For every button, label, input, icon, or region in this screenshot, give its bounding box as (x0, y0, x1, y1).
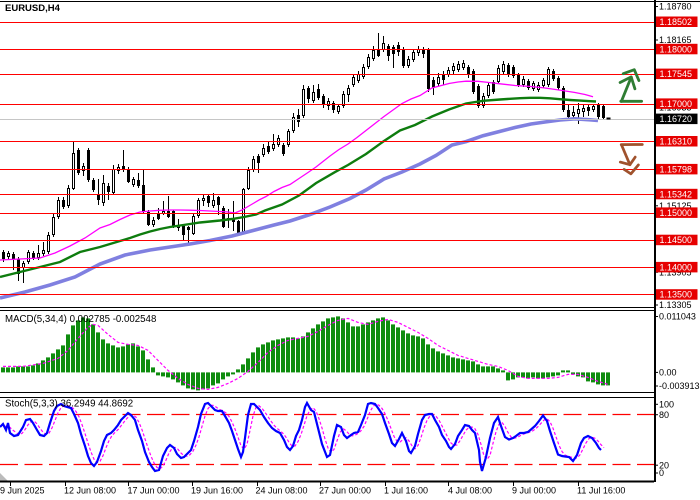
svg-text:20: 20 (659, 460, 669, 470)
svg-text:1.15000: 1.15000 (660, 208, 693, 218)
svg-text:4 Jul 08:00: 4 Jul 08:00 (448, 486, 492, 496)
svg-text:EURUSD,H4: EURUSD,H4 (5, 3, 61, 14)
svg-text:1.18502: 1.18502 (660, 17, 693, 27)
svg-text:9 Jun 2025: 9 Jun 2025 (0, 486, 45, 496)
svg-text:-0.003913: -0.003913 (659, 381, 700, 391)
svg-text:1.14500: 1.14500 (660, 235, 693, 245)
svg-text:19 Jun 16:00: 19 Jun 16:00 (191, 486, 243, 496)
svg-text:1.14000: 1.14000 (660, 262, 693, 272)
svg-text:1.18165: 1.18165 (659, 35, 692, 45)
svg-text:12 Jun 08:00: 12 Jun 08:00 (64, 486, 116, 496)
svg-text:1.16310: 1.16310 (660, 137, 693, 147)
svg-text:1.13305: 1.13305 (659, 300, 692, 310)
svg-text:1.16720: 1.16720 (660, 114, 693, 124)
svg-text:11 Jul 16:00: 11 Jul 16:00 (577, 486, 625, 496)
svg-text:1.18780: 1.18780 (659, 2, 692, 12)
svg-text:17 Jun 00:00: 17 Jun 00:00 (128, 486, 180, 496)
svg-text:1.15798: 1.15798 (660, 164, 693, 174)
svg-text:1.17545: 1.17545 (660, 69, 693, 79)
svg-text:1.18000: 1.18000 (660, 44, 693, 54)
svg-text:1.15125: 1.15125 (659, 201, 692, 211)
svg-text:0: 0 (659, 468, 664, 478)
svg-text:1.13500: 1.13500 (660, 290, 693, 300)
svg-text:24 Jun 08:00: 24 Jun 08:00 (256, 486, 308, 496)
svg-text:1.17000: 1.17000 (660, 99, 693, 109)
svg-text:1.15342: 1.15342 (660, 189, 693, 199)
svg-text:80: 80 (659, 410, 669, 420)
svg-text:0.011043: 0.011043 (659, 312, 696, 322)
svg-text:MACD(5,34,4) 0.002785 -0.00254: MACD(5,34,4) 0.002785 -0.002548 (5, 314, 156, 325)
svg-text:1 Jul 16:00: 1 Jul 16:00 (384, 486, 428, 496)
svg-text:1.13905: 1.13905 (659, 268, 692, 278)
svg-text:9 Jul 00:00: 9 Jul 00:00 (512, 486, 556, 496)
svg-text:27 Jun 00:00: 27 Jun 00:00 (319, 486, 371, 496)
svg-text:Stoch(5,3,3) 36.2949 44.8692: Stoch(5,3,3) 36.2949 44.8692 (5, 399, 133, 410)
svg-text:100: 100 (659, 400, 674, 410)
svg-text:0.00: 0.00 (659, 368, 677, 378)
